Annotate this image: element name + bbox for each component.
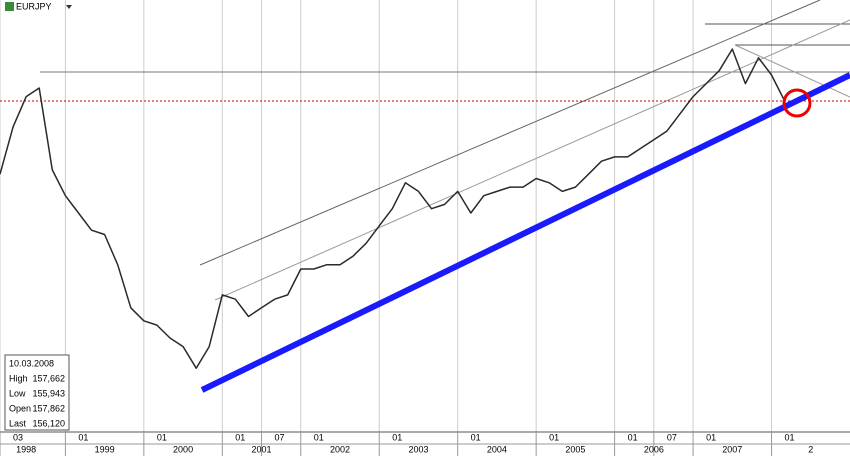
info-label: High xyxy=(9,373,28,383)
x-year-label: 1999 xyxy=(95,444,115,454)
info-value: 157,862 xyxy=(32,403,65,413)
x-tick-label: 07 xyxy=(275,432,285,442)
x-year-label: 1998 xyxy=(16,444,36,454)
x-year-label: 2000 xyxy=(173,444,193,454)
series xyxy=(0,48,786,369)
channel-line xyxy=(199,0,821,266)
info-label: Low xyxy=(9,388,26,398)
symbol: EURJPY xyxy=(16,1,52,11)
channel-line xyxy=(214,19,850,301)
info-value: 156,120 xyxy=(32,418,65,428)
x-year-label: 2 xyxy=(808,444,813,454)
x-year-label: 2006 xyxy=(644,444,664,454)
support-trend-line xyxy=(200,72,850,393)
info-label: Open xyxy=(9,403,31,413)
x-year-label: 2002 xyxy=(330,444,350,454)
x-tick-label: 01 xyxy=(628,432,638,442)
x-tick-label: 07 xyxy=(667,432,677,442)
info-value: 157,662 xyxy=(32,373,65,383)
x-tick-label: 01 xyxy=(706,432,716,442)
x-tick-label: 01 xyxy=(78,432,88,442)
info-label: Last xyxy=(9,418,27,428)
x-year-label: 2003 xyxy=(408,444,428,454)
x-tick-label: 01 xyxy=(314,432,324,442)
trend-line xyxy=(734,44,850,98)
x-tick-label: 01 xyxy=(785,432,795,442)
dropdown-arrow[interactable] xyxy=(66,5,72,9)
x-tick-label: 01 xyxy=(549,432,559,442)
x-year-label: 2005 xyxy=(565,444,585,454)
x-axis-labels: 03 01 01 01 07 01 01 01 01 01 07 01 01 1998 1999 2000 20… xyxy=(0,432,813,456)
x-tick-label: 03 xyxy=(13,432,23,442)
x-tick-label: 01 xyxy=(471,432,481,442)
price-line xyxy=(0,48,786,369)
symbol-icon xyxy=(5,2,14,11)
x-tick-label: 01 xyxy=(157,432,167,442)
x-year-label: 2004 xyxy=(487,444,507,454)
x-tick-label: 01 xyxy=(235,432,245,442)
x-year-label: 2007 xyxy=(722,444,742,454)
info-date: 10.03.2008 xyxy=(9,358,54,368)
x-year-label: 2001 xyxy=(252,444,272,454)
highlight-circle xyxy=(782,88,812,118)
x-tick-label: 01 xyxy=(392,432,402,442)
info-value: 155,943 xyxy=(32,388,65,398)
info-box xyxy=(4,354,70,431)
